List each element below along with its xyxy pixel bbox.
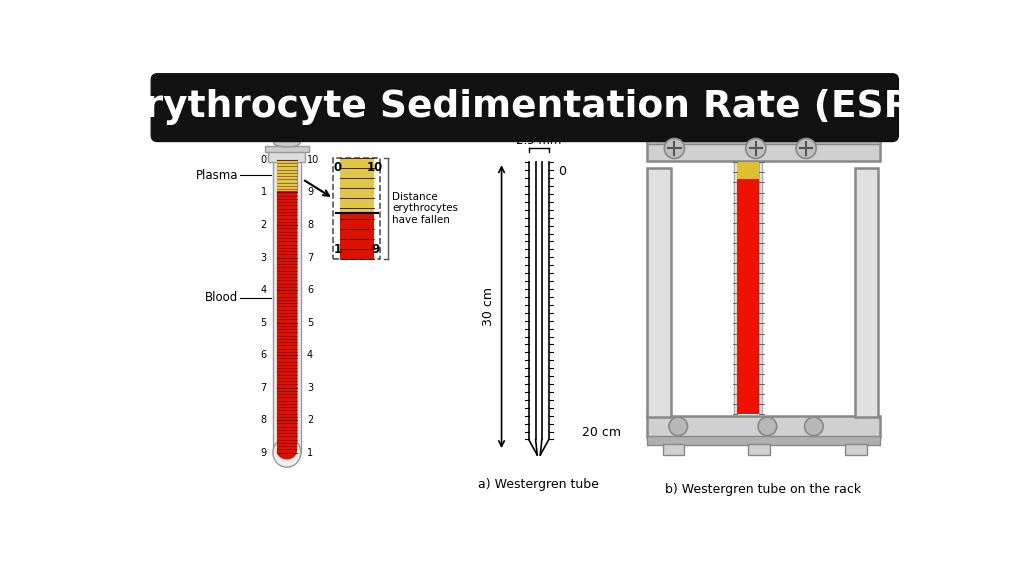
Bar bbox=[340, 214, 374, 259]
Circle shape bbox=[805, 417, 823, 435]
Circle shape bbox=[796, 138, 816, 158]
Ellipse shape bbox=[273, 438, 301, 467]
Text: 1: 1 bbox=[260, 188, 266, 198]
Bar bbox=[273, 160, 276, 453]
Bar bbox=[845, 444, 866, 455]
Text: 2: 2 bbox=[307, 415, 313, 425]
Bar bbox=[297, 160, 301, 453]
Ellipse shape bbox=[273, 139, 300, 147]
Bar bbox=[340, 158, 374, 214]
Bar bbox=[663, 444, 684, 455]
Text: 10: 10 bbox=[307, 155, 319, 165]
Circle shape bbox=[669, 417, 687, 435]
Text: 1: 1 bbox=[334, 243, 342, 256]
Bar bbox=[276, 191, 297, 451]
Bar bbox=[647, 139, 880, 161]
Text: 5: 5 bbox=[260, 317, 266, 328]
Text: Distance
erythrocytes
have fallen: Distance erythrocytes have fallen bbox=[392, 192, 459, 225]
Text: 4: 4 bbox=[260, 285, 266, 295]
Bar bbox=[276, 160, 297, 191]
Bar bbox=[748, 444, 770, 455]
Text: 5: 5 bbox=[307, 317, 313, 328]
Text: 2.5 mm: 2.5 mm bbox=[516, 134, 561, 147]
Circle shape bbox=[758, 417, 776, 435]
Text: 0: 0 bbox=[334, 161, 342, 174]
Text: 3: 3 bbox=[307, 382, 313, 393]
Text: 9: 9 bbox=[371, 243, 379, 256]
Text: 2: 2 bbox=[260, 220, 266, 230]
Text: 9: 9 bbox=[307, 188, 313, 198]
Text: Blood: Blood bbox=[205, 291, 238, 304]
Bar bbox=[647, 416, 880, 437]
Text: 10: 10 bbox=[367, 161, 383, 174]
Circle shape bbox=[665, 138, 684, 158]
Text: 7: 7 bbox=[260, 382, 266, 393]
FancyBboxPatch shape bbox=[152, 74, 898, 142]
Bar bbox=[647, 435, 880, 445]
Text: 0: 0 bbox=[260, 155, 266, 165]
Text: Plasma: Plasma bbox=[196, 169, 238, 182]
Circle shape bbox=[745, 138, 766, 158]
Bar bbox=[268, 149, 305, 161]
Bar bbox=[734, 162, 737, 414]
Text: 8: 8 bbox=[260, 415, 266, 425]
Bar bbox=[737, 162, 759, 179]
Bar bbox=[265, 146, 308, 152]
Text: 1: 1 bbox=[307, 448, 313, 457]
Bar bbox=[737, 179, 759, 414]
Text: 30 cm: 30 cm bbox=[482, 287, 496, 326]
Text: b) Westergren tube on the rack: b) Westergren tube on the rack bbox=[666, 483, 861, 496]
Bar bbox=[855, 168, 879, 417]
Bar bbox=[647, 136, 880, 144]
Text: 7: 7 bbox=[307, 252, 313, 263]
Text: 6: 6 bbox=[260, 350, 266, 360]
Text: 20 cm: 20 cm bbox=[583, 426, 622, 439]
Ellipse shape bbox=[276, 442, 297, 460]
Text: 4: 4 bbox=[307, 350, 313, 360]
Bar bbox=[759, 162, 762, 414]
Text: a) Westergren tube: a) Westergren tube bbox=[478, 478, 599, 491]
Bar bbox=[647, 168, 671, 417]
Text: 6: 6 bbox=[307, 285, 313, 295]
Text: 3: 3 bbox=[260, 252, 266, 263]
Text: 8: 8 bbox=[307, 220, 313, 230]
Text: 0: 0 bbox=[558, 165, 566, 178]
Bar bbox=[334, 158, 380, 259]
Text: 9: 9 bbox=[260, 448, 266, 457]
Text: Erythrocyte Sedimentation Rate (ESR): Erythrocyte Sedimentation Rate (ESR) bbox=[120, 89, 930, 125]
